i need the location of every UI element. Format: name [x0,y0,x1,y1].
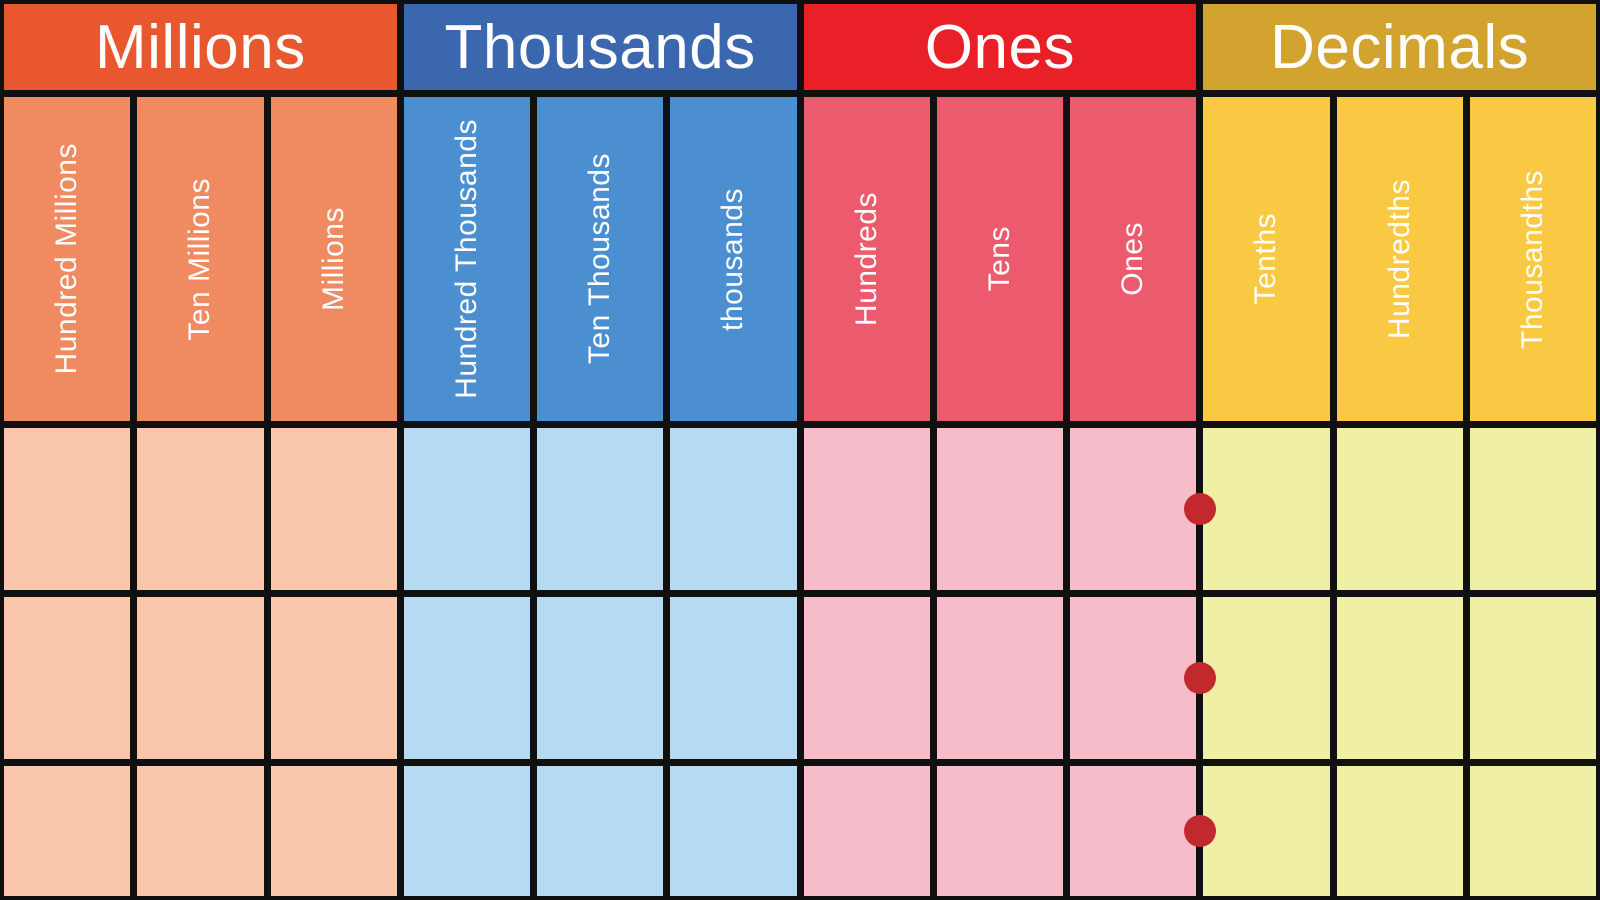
body-cell [4,428,131,590]
column-header-millions-label: Millions [316,206,350,312]
body-cell [936,766,1063,896]
column-header-thousands: thousands [670,97,797,421]
column-header-ten-millions: Ten Millions [137,97,264,421]
column-header-hundred-millions: Hundred Millions [4,97,131,421]
body-cell [537,597,664,759]
body-cell [803,597,930,759]
body-cell [1336,597,1463,759]
body-cell [1070,766,1216,896]
column-header-hundred-thousands-label: Hundred Thousands [449,119,483,399]
column-header-thousands-label: thousands [716,187,750,331]
body-cell [1203,428,1330,590]
column-header-tens-label: Tens [982,226,1016,292]
group-header-millions: Millions [4,4,397,90]
body-cell [670,766,797,896]
column-header-thousandths-label: Thousandths [1515,169,1549,349]
body-cell [670,428,797,590]
column-header-tenths-label: Tenths [1249,213,1283,305]
body-cell [403,597,530,759]
column-header-hundreds-label: Hundreds [849,191,883,327]
body-cell [1070,597,1216,759]
decimal-point-dot [1183,815,1216,847]
body-cell [803,428,930,590]
group-header-millions-label: Millions [95,12,306,82]
body-cell [1469,597,1596,759]
column-header-hundreds: Hundreds [803,97,930,421]
column-header-tens: Tens [936,97,1063,421]
column-header-ten-thousands: Ten Thousands [537,97,664,421]
column-header-hundred-thousands: Hundred Thousands [403,97,530,421]
column-header-hundredths: Hundredths [1336,97,1463,421]
body-cell [803,766,930,896]
decimal-point-dot [1183,662,1216,694]
group-header-ones-label: Ones [924,12,1075,82]
group-header-ones: Ones [803,4,1197,90]
body-cell [403,428,530,590]
column-header-millions: Millions [270,97,397,421]
column-header-ten-thousands-label: Ten Thousands [583,153,617,365]
body-cell [270,597,397,759]
body-cell [137,766,264,896]
group-header-decimals-label: Decimals [1270,12,1530,82]
body-cell [537,428,664,590]
group-header-thousands-label: Thousands [444,12,756,82]
column-header-hundred-millions-label: Hundred Millions [50,143,84,375]
column-header-tenths: Tenths [1203,97,1330,421]
body-cell [270,428,397,590]
column-header-ones: Ones [1070,97,1197,421]
column-header-hundredths-label: Hundredths [1382,178,1416,340]
column-header-ten-millions-label: Ten Millions [183,177,217,341]
body-cell [670,597,797,759]
body-cell [1469,428,1596,590]
decimal-point-dot [1183,493,1216,525]
body-cell [4,766,131,896]
body-cell [537,766,664,896]
body-cell [270,766,397,896]
body-cell [137,428,264,590]
body-cell [1070,428,1216,590]
column-header-thousandths: Thousandths [1469,97,1596,421]
body-cell [1469,766,1596,896]
body-cell [1336,428,1463,590]
body-cell [936,428,1063,590]
body-cell [1203,597,1330,759]
body-cell [137,597,264,759]
column-header-ones-label: Ones [1116,222,1150,296]
group-header-decimals: Decimals [1203,4,1596,90]
body-cell [1336,766,1463,896]
body-cell [4,597,131,759]
body-cell [936,597,1063,759]
body-cell [1203,766,1330,896]
group-header-thousands: Thousands [403,4,797,90]
body-cell [403,766,530,896]
